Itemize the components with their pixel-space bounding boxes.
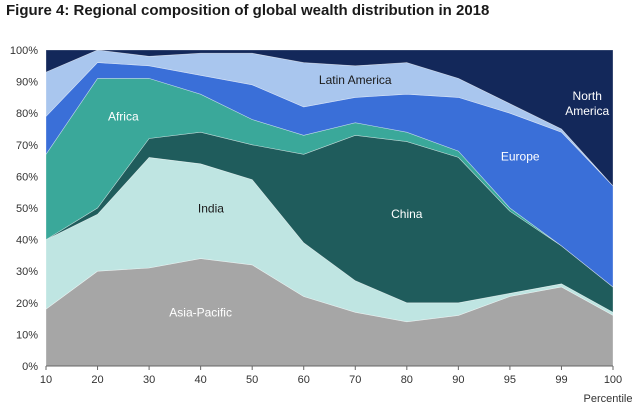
x-tick-label: 60 — [298, 374, 310, 386]
y-tick-label: 10% — [16, 329, 38, 341]
series-label-north-america: North America — [565, 89, 609, 118]
y-tick-label: 20% — [16, 298, 38, 310]
area-layer — [45, 49, 614, 367]
y-tick-label: 30% — [16, 266, 38, 278]
series-label-india: India — [198, 202, 224, 216]
series-label-china: China — [391, 207, 423, 221]
x-tick-label: 100 — [604, 374, 622, 386]
y-tick-label: 70% — [16, 140, 38, 152]
y-tick-label: 100% — [10, 45, 38, 57]
x-tick-label: 10 — [40, 374, 52, 386]
series-label-asia-pacific: Asia-Pacific — [169, 305, 232, 319]
y-tick-label: 90% — [16, 77, 38, 89]
x-axis-label: Percentile — [584, 393, 633, 405]
series-label-layer: Asia-Pacific India China Africa Europe Latin … — [108, 73, 610, 319]
x-tick-label: 80 — [401, 374, 413, 386]
x-tick-label: 90 — [452, 374, 464, 386]
y-tick-label: 40% — [16, 235, 38, 247]
y-tick-label: 0% — [22, 361, 38, 373]
series-label-latin-america: Latin America — [319, 73, 392, 87]
series-label-europe: Europe — [501, 149, 540, 163]
x-tick-label: 99 — [555, 374, 567, 386]
x-tick-label: 40 — [195, 374, 207, 386]
y-tick-label: 60% — [16, 171, 38, 183]
x-tick-label: 50 — [246, 374, 258, 386]
y-tick-label: 50% — [16, 203, 38, 215]
series-label-africa: Africa — [108, 109, 139, 123]
y-tick-label: 80% — [16, 108, 38, 120]
chart-title: Figure 4: Regional composition of global… — [6, 2, 490, 19]
x-tick-label: 20 — [91, 374, 103, 386]
area-north-america — [45, 49, 614, 187]
x-tick-label: 70 — [349, 374, 361, 386]
x-tick-label: 30 — [143, 374, 155, 386]
x-tick-label: 95 — [504, 374, 516, 386]
axis-layer: 0% 10% 20% 30% 40% 50% 60% 70% 80% 90% 100% 10 20 30 4… — [10, 45, 622, 386]
